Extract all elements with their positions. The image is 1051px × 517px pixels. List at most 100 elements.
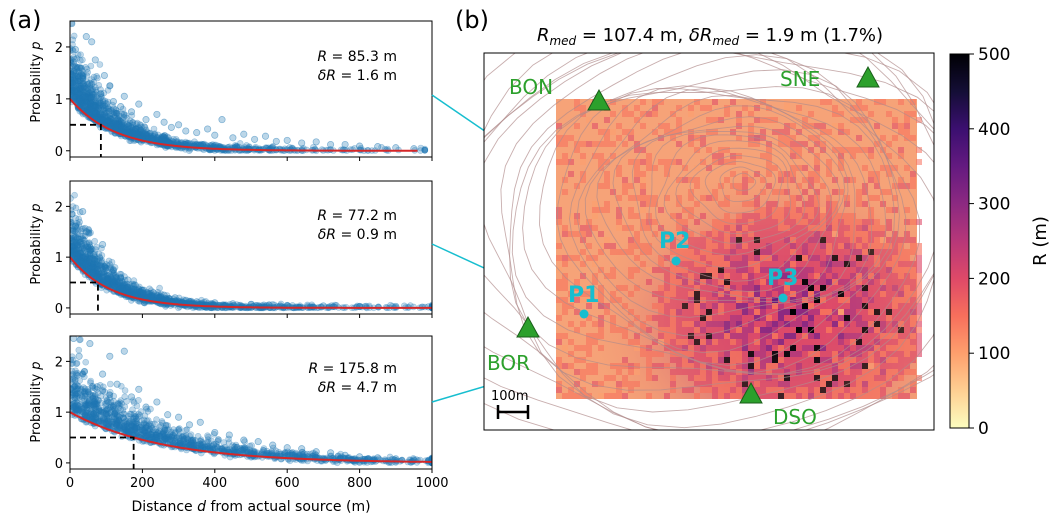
heatmap-cell — [586, 369, 592, 375]
scatter-point — [93, 256, 101, 264]
heatmap-cell — [706, 255, 712, 261]
scatter-point — [117, 123, 125, 130]
heatmap-cell — [706, 375, 712, 381]
scatter-point — [147, 129, 154, 137]
heatmap-cell — [658, 321, 664, 327]
heatmap-cell — [646, 315, 652, 321]
scatter-point — [83, 106, 91, 113]
scatter-point — [75, 77, 82, 85]
scatter-point — [75, 94, 83, 101]
scatter-point — [104, 104, 112, 112]
scatter-point — [201, 140, 208, 148]
scatter-point — [283, 136, 291, 144]
scatter-point — [86, 103, 94, 111]
scatter-point — [156, 135, 164, 143]
scatter-point — [76, 94, 83, 102]
scatter-point — [104, 271, 111, 279]
heatmap-cell — [640, 159, 646, 165]
heatmap-cell — [640, 171, 646, 177]
scatter-point — [106, 276, 113, 284]
scatter-point — [132, 128, 140, 135]
scatter-point — [114, 115, 122, 123]
scatter-point — [74, 72, 81, 79]
scatter-point — [91, 237, 99, 245]
scatter-point — [96, 101, 103, 109]
scatter-point — [134, 131, 142, 138]
scatter-point — [92, 105, 100, 112]
scatter-point — [85, 95, 92, 102]
heatmap-cell — [574, 99, 580, 105]
scatter-point — [70, 86, 76, 94]
scatter-point — [101, 270, 108, 278]
scatter-point — [99, 102, 107, 110]
scatter-point — [75, 221, 83, 229]
scatter-point — [77, 57, 84, 64]
scatter-point — [114, 124, 122, 131]
scatter-point — [86, 340, 94, 348]
scatter-point — [102, 100, 110, 107]
scatter-point — [72, 241, 79, 249]
heatmap-cell — [664, 321, 670, 327]
scatter-point — [125, 128, 133, 136]
heatmap-cell — [664, 309, 670, 315]
scatter-point — [78, 257, 86, 264]
heatmap-cell — [622, 375, 628, 381]
heatmap-cell — [682, 303, 688, 309]
scatter-point — [119, 116, 127, 124]
scatter-point — [90, 91, 98, 98]
heatmap-cell — [628, 273, 634, 279]
heatmap-cell — [700, 321, 706, 327]
scatter-point — [88, 107, 96, 115]
scatter-point — [117, 118, 125, 126]
scatter-point — [88, 88, 96, 95]
scatter-point — [120, 114, 128, 121]
heatmap-cell — [682, 219, 688, 225]
heatmap-cell — [628, 381, 634, 387]
scatter-point — [70, 235, 75, 243]
heatmap-cell — [664, 159, 670, 165]
scatter-point — [90, 102, 98, 109]
scatter-point — [76, 98, 84, 105]
scatter-point — [111, 113, 118, 121]
scatter-point — [78, 98, 85, 105]
heatmap-cell — [700, 291, 706, 297]
scatter-point — [106, 118, 114, 125]
scatter-point — [89, 261, 97, 269]
heatmap-cell — [628, 135, 634, 141]
scatter-point — [92, 106, 100, 113]
scatter-point — [88, 111, 96, 118]
scatter-point — [125, 121, 133, 129]
scatter-point — [75, 346, 83, 354]
scatter-point — [104, 280, 112, 288]
scatter-point — [161, 132, 169, 139]
scatter-point — [88, 76, 95, 83]
scatter-point — [149, 135, 157, 142]
scatter-point — [106, 82, 114, 90]
scatter-point — [272, 137, 280, 145]
scatter-point — [128, 127, 135, 134]
scatter-point — [130, 129, 138, 137]
heatmap-cell — [670, 213, 676, 219]
scatter-point — [92, 112, 100, 119]
scatter-point — [70, 237, 74, 245]
heatmap-cell — [556, 339, 562, 345]
scatter-point — [128, 130, 135, 137]
scatter-point — [91, 109, 99, 117]
scatter-point — [71, 45, 79, 54]
scatter-point — [130, 131, 138, 138]
heatmap-cell — [610, 111, 616, 117]
heatmap-cell — [676, 117, 682, 123]
scatter-point — [95, 102, 103, 110]
heatmap-cell — [610, 249, 616, 255]
heatmap-cell — [706, 339, 712, 345]
heatmap-cell — [598, 249, 604, 255]
heatmap-cell — [592, 339, 598, 345]
scatter-point — [131, 131, 139, 138]
scatter-point — [96, 110, 104, 118]
scatter-point — [114, 124, 122, 131]
scatter-point — [143, 128, 151, 136]
heatmap-cell — [706, 267, 712, 273]
heatmap-cell — [562, 231, 568, 237]
x-tick-label: 600 — [275, 476, 300, 491]
scatter-point — [97, 101, 104, 109]
